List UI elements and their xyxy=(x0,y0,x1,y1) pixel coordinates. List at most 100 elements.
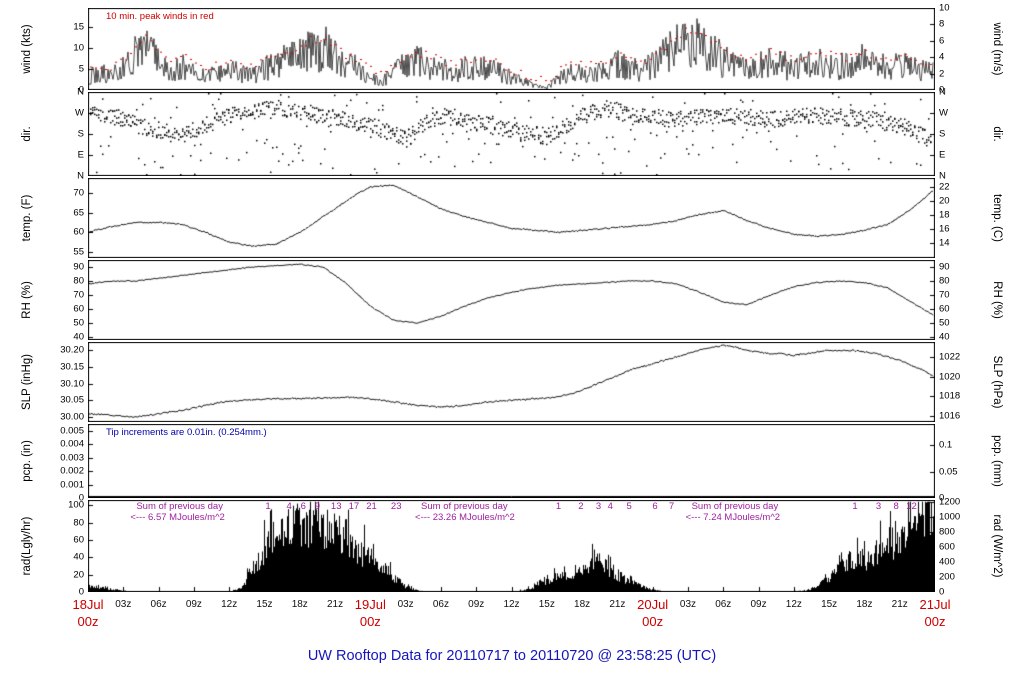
y-tick-label: 0 xyxy=(78,84,84,96)
rh-left-axis-label: RH (%) xyxy=(21,281,33,319)
rad-sum-value: <--- 6.57 MJoules/m^2 xyxy=(130,512,225,523)
y-tick-label: 40 xyxy=(939,331,950,343)
rad-count-label: 3 xyxy=(875,501,882,512)
x-tick-label: 12z xyxy=(785,599,802,610)
date-label: 00z xyxy=(359,614,381,629)
y-tick-label: 0.003 xyxy=(60,451,84,463)
y-tick-label: 1020 xyxy=(939,371,961,383)
y-tick-label: 60 xyxy=(73,226,84,238)
y-tick-label: 40 xyxy=(73,551,84,563)
y-tick-label: 10 xyxy=(73,42,84,54)
y-tick-label: 5 xyxy=(78,63,84,75)
wind-left-axis-label: wind (kts) xyxy=(21,24,33,74)
temperature-plot-canvas xyxy=(88,178,935,258)
tip-increment-note: Tip increments are 0.01in. (0.254mm.) xyxy=(106,427,267,438)
x-tick-label: 09z xyxy=(185,599,202,610)
y-tick-label: N xyxy=(77,170,84,182)
pcp-left-axis-label: pcp. (in) xyxy=(21,440,33,482)
x-tick-label: 15z xyxy=(256,599,273,610)
y-tick-label: 0.1 xyxy=(939,439,953,451)
date-label: 21Jul xyxy=(919,597,951,612)
rad-count-label: 1 xyxy=(852,501,858,512)
y-tick-label: W xyxy=(75,107,84,119)
y-tick-label: 400 xyxy=(939,556,955,568)
y-tick-label: 0.005 xyxy=(60,424,84,436)
precipitation-plot-canvas xyxy=(88,424,935,498)
y-tick-label: 1200 xyxy=(939,496,961,508)
y-tick-label: 50 xyxy=(939,317,950,329)
x-tick-label: 21z xyxy=(326,599,344,610)
rad-count-label: 4 xyxy=(286,501,292,512)
x-tick-label: 06z xyxy=(432,599,449,610)
panel-relative-humidity: RH (%) RH (%) 40 50 60 70 80 90 40 50 60 70 80 90 xyxy=(0,260,1024,343)
y-tick-label: 30.10 xyxy=(60,377,84,389)
rad-sum-value: <--- 23.26 MJoules/m^2 xyxy=(415,512,515,523)
y-tick-label: 50 xyxy=(73,317,84,329)
rad-right-axis-label: rad (W/m^2) xyxy=(991,514,1003,578)
y-tick-label: 30.20 xyxy=(60,344,84,356)
y-tick-label: 70 xyxy=(73,187,84,199)
y-tick-label: 0 xyxy=(939,492,945,504)
rad-count-label: 17 xyxy=(348,501,360,512)
y-tick-label: 1018 xyxy=(939,390,961,402)
y-tick-label: 60 xyxy=(939,303,950,315)
y-tick-label: 14 xyxy=(939,237,950,249)
y-tick-label: 6 xyxy=(939,35,945,47)
rad-sum-label: Sum of previous day xyxy=(691,501,779,512)
y-tick-label: 30.05 xyxy=(60,394,84,406)
y-tick-label: 0 xyxy=(939,84,945,96)
slp-left-axis-label: SLP (inHg) xyxy=(21,353,33,411)
y-tick-label: 60 xyxy=(73,534,84,546)
date-label: 00z xyxy=(642,614,664,629)
panel-sea-level-pressure: SLP (inHg) SLP (hPa) 30.00 30.05 30.10 30.1… xyxy=(0,342,1024,422)
date-label: 00z xyxy=(924,614,946,629)
y-tick-label: 8 xyxy=(939,18,945,30)
rad-count-label: 6 xyxy=(652,501,658,512)
rad-count-label: 4 xyxy=(607,501,613,512)
y-tick-label: 20 xyxy=(73,568,84,580)
y-tick-label: E xyxy=(77,149,84,161)
date-label: 18Jul xyxy=(72,597,104,612)
date-label: 20Jul xyxy=(637,597,669,612)
x-tick-label: 15z xyxy=(538,599,555,610)
y-tick-label: 30.00 xyxy=(60,411,84,423)
rad-count-label: 2 xyxy=(578,501,584,512)
y-tick-label: N xyxy=(939,86,946,98)
y-tick-label: 16 xyxy=(939,223,950,235)
y-tick-label: 0 xyxy=(939,586,945,598)
rad-count-label: 3 xyxy=(595,501,602,512)
dir-right-axis-label: dir. xyxy=(991,126,1003,142)
x-axis: 03z 06z 09z 12z 15z 18z 21z 03z 06z 09z 12z 15z 18z 2… xyxy=(0,592,1024,644)
x-tick-label: 21z xyxy=(609,599,626,610)
rad-count-label: 7 xyxy=(668,501,675,512)
y-tick-label: 0.004 xyxy=(60,438,84,450)
temp-right-axis-label: temp. (C) xyxy=(991,194,1003,242)
radiation-plot-canvas xyxy=(88,500,935,592)
y-tick-label: 1000 xyxy=(939,511,961,523)
y-tick-label: 0 xyxy=(78,586,84,598)
wind-plot-canvas xyxy=(88,8,935,90)
rad-count-label: 21 xyxy=(366,501,377,512)
x-tick-label: 18z xyxy=(291,599,308,610)
figure-title: UW Rooftop Data for 20110717 to 20110720… xyxy=(307,648,717,664)
x-tick-label: 18z xyxy=(574,599,591,610)
y-tick-label: 2 xyxy=(939,67,945,79)
x-tick-label: 03z xyxy=(679,599,697,610)
y-tick-label: 0.002 xyxy=(60,465,84,477)
rad-count-label: 23 xyxy=(390,501,402,512)
y-tick-label: 40 xyxy=(73,331,84,343)
y-tick-label: 0 xyxy=(78,492,84,504)
x-tick-label: 12z xyxy=(221,599,238,610)
pcp-right-axis-label: pcp. (mm) xyxy=(991,435,1003,487)
y-tick-label: E xyxy=(939,149,946,161)
rad-sum-label: Sum of previous day xyxy=(136,501,223,512)
temp-left-axis-label: temp. (F) xyxy=(21,194,33,242)
y-tick-label: 1022 xyxy=(939,351,961,363)
dir-left-axis-label: dir. xyxy=(21,126,33,142)
x-tick-label: 03z xyxy=(115,599,132,610)
panel-solar-radiation: rad(Lgly/hr) rad (W/m^2) 0 20 40 60 80 100 0 20… xyxy=(0,496,1024,597)
panel-precipitation: pcp. (in) pcp. (mm) Tip increments are 0… xyxy=(0,424,1024,502)
x-tick-label: 03z xyxy=(397,599,414,610)
date-label: 19Jul xyxy=(354,597,386,612)
